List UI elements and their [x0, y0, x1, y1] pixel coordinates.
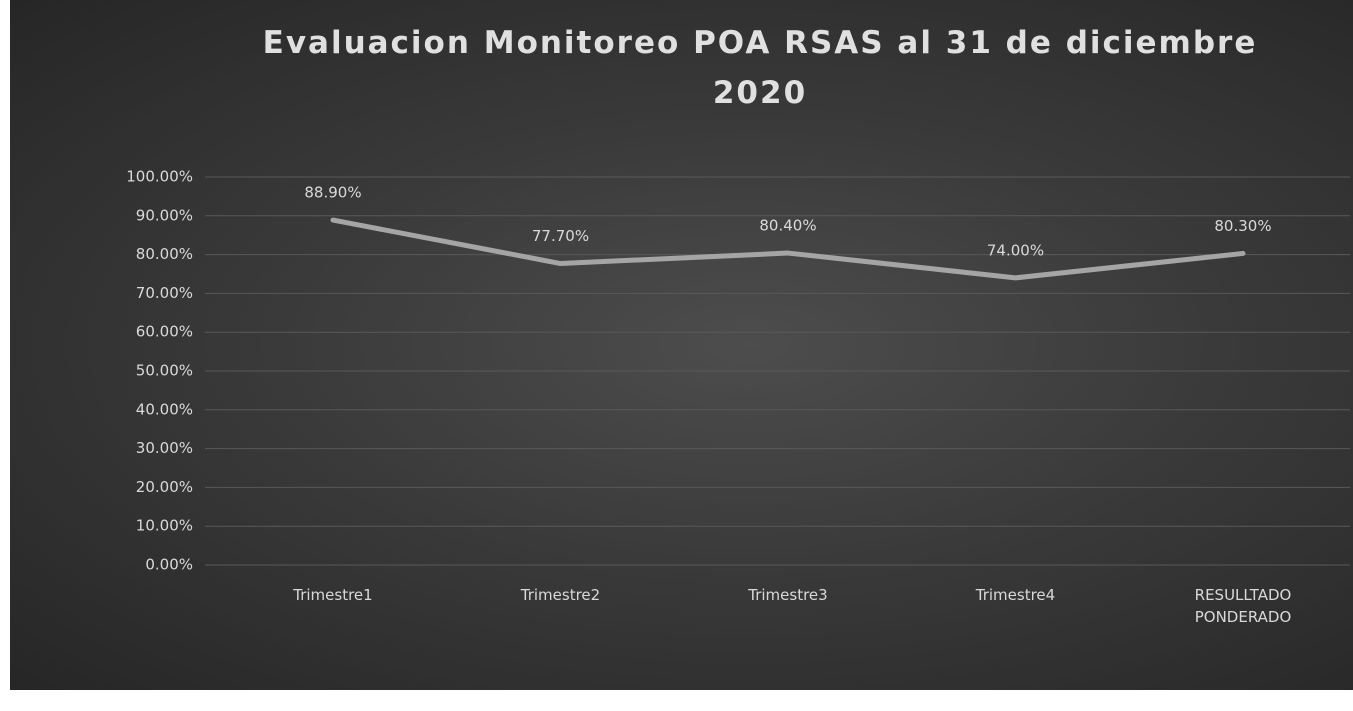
data-label: 80.30%	[1214, 217, 1271, 235]
y-tick-label: 30.00%	[136, 439, 193, 457]
y-tick-label: 80.00%	[136, 245, 193, 263]
x-tick-label: Trimestre1	[293, 586, 373, 604]
chart-svg: 0.00% 10.00% 20.00% 30.00% 40.00% 50.00% 60.00…	[126, 168, 1350, 574]
chart-title: Evaluacion Monitoreo POA RSAS al 31 de d…	[262, 25, 1258, 111]
y-tick-label: 40.00%	[136, 400, 193, 418]
x-tick-label: Trimestre3	[748, 586, 828, 604]
y-tick-label: 0.00%	[145, 556, 193, 574]
x-tick-label: Trimestre2	[520, 586, 601, 604]
x-tick-label: Trimestre4	[975, 586, 1056, 604]
y-tick-label: 100.00%	[126, 168, 193, 186]
y-tick-label: 70.00%	[136, 284, 193, 302]
y-tick-label: 90.00%	[136, 206, 193, 224]
y-tick-label: 20.00%	[136, 478, 193, 496]
data-label: 74.00%	[987, 241, 1044, 259]
data-label: 77.70%	[532, 227, 589, 245]
y-tick-label: 60.00%	[136, 323, 193, 341]
data-label: 80.40%	[759, 217, 816, 235]
data-line	[330, 217, 1246, 281]
data-label: 88.90%	[304, 184, 361, 202]
y-tick-label: 50.00%	[136, 362, 193, 380]
y-tick-label: 10.00%	[136, 517, 193, 535]
chart: 0.00% 10.00% 20.00% 30.00% 40.00% 50.00% 60.00…	[10, 0, 1353, 690]
x-tick-label: RESULLTADO PONDERADO	[1194, 586, 1292, 626]
